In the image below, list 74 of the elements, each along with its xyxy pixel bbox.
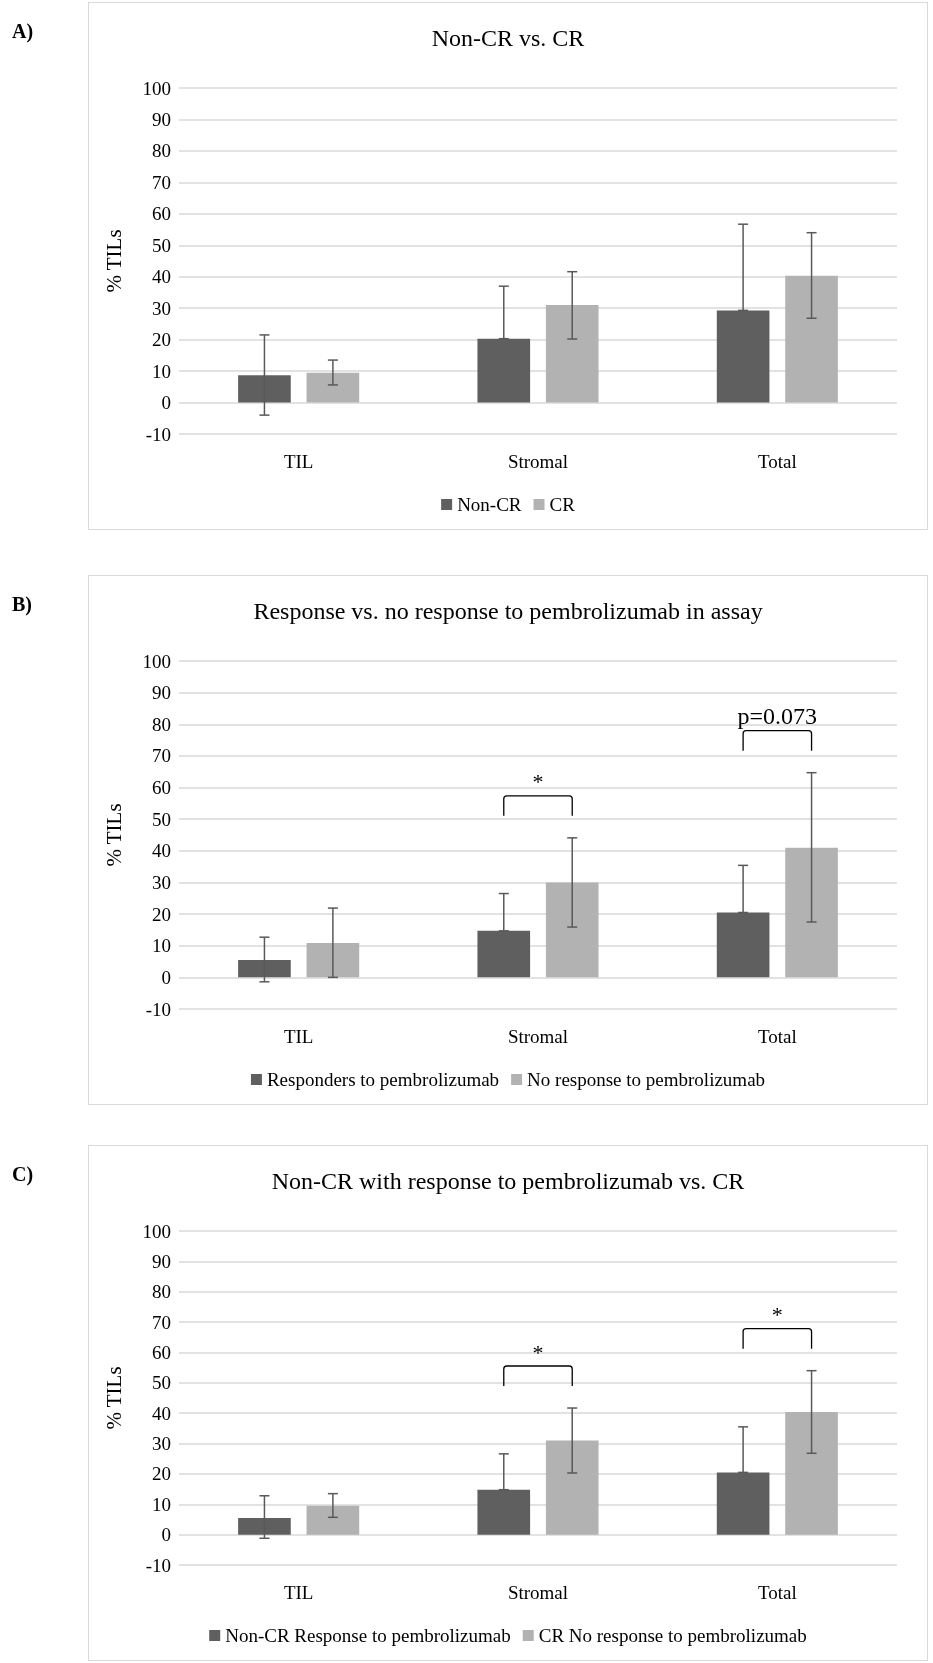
text: C) [12, 1163, 34, 1186]
bar [306, 372, 360, 403]
y-tick-label: 80 [152, 1281, 171, 1303]
x-tick-label: TIL [283, 1582, 314, 1603]
annotation: * [771, 1302, 783, 1328]
x-tick-label: Stromal [507, 451, 569, 472]
y-tick-label: 10 [152, 1493, 171, 1515]
x-tick-label: Total [757, 1582, 797, 1603]
y-tick-label: 60 [152, 203, 171, 225]
legend-label: No response to pembrolizumab [527, 1069, 766, 1090]
y-tick-label: 20 [152, 1463, 171, 1485]
x-tick-label: Total [757, 451, 797, 472]
x-tick-label: Stromal [507, 1582, 569, 1603]
y-tick-label: 50 [152, 1372, 171, 1394]
y-tick-label: 10 [152, 360, 171, 382]
x-tick-label: Stromal [507, 1026, 569, 1047]
y-axis-title: % TILs [101, 229, 126, 293]
bar [306, 942, 360, 978]
bar [785, 847, 838, 978]
bar [545, 305, 599, 403]
y-tick-label: -10 [145, 998, 171, 1020]
legend-label: CR [549, 494, 576, 515]
x-tick-label: Total [757, 1026, 797, 1047]
chart-title: Non-CR with response to pembrolizumab vs. CR [271, 1168, 745, 1194]
y-tick-label: 70 [152, 1311, 171, 1333]
y-tick-label: 60 [152, 777, 171, 799]
y-tick-label: 70 [152, 171, 171, 193]
y-tick-label: 30 [152, 297, 171, 319]
x-tick-label: TIL [283, 451, 314, 472]
y-tick-label: 90 [152, 682, 171, 704]
y-tick-label: 30 [152, 871, 171, 893]
legend-label: Non-CR [457, 494, 522, 515]
y-tick-label: 10 [152, 935, 171, 957]
y-tick-label: 100 [142, 77, 171, 99]
y-tick-label: 40 [152, 840, 171, 862]
y-tick-label: 40 [152, 266, 171, 288]
bar [477, 930, 531, 978]
bar [785, 275, 838, 403]
y-tick-label: 100 [142, 1220, 171, 1242]
bar [306, 1505, 360, 1535]
chart-title: Response vs. no response to pembrolizumab in assay [253, 598, 763, 624]
legend-label: Non-CR Response to pembrolizumab [225, 1625, 511, 1646]
y-tick-label: 100 [142, 650, 171, 672]
chart-title: Non-CR vs. CR [431, 25, 585, 51]
y-tick-label: 0 [161, 1524, 171, 1546]
y-tick-label: 50 [152, 808, 171, 830]
bar [785, 1411, 838, 1535]
y-tick-label: 80 [152, 140, 171, 162]
y-tick-label: -10 [145, 1554, 171, 1576]
bar [545, 1440, 599, 1535]
bar [545, 882, 599, 978]
y-tick-label: 0 [161, 966, 171, 988]
y-tick-label: 20 [152, 903, 171, 925]
text: B) [12, 593, 32, 616]
y-tick-label: 80 [152, 713, 171, 735]
y-tick-label: 90 [152, 1250, 171, 1272]
y-tick-label: 40 [152, 1402, 171, 1424]
x-tick-label: TIL [283, 1026, 314, 1047]
y-tick-label: -10 [145, 423, 171, 445]
annotation: p=0.073 [737, 702, 818, 729]
annotation: * [532, 1339, 544, 1365]
y-tick-label: 20 [152, 329, 171, 351]
y-tick-label: 70 [152, 745, 171, 767]
y-axis-title: % TILs [101, 1366, 126, 1430]
y-tick-label: 30 [152, 1433, 171, 1455]
text: A) [12, 20, 34, 43]
y-axis-title: % TILs [101, 803, 126, 867]
y-tick-label: 50 [152, 234, 171, 256]
y-tick-label: 60 [152, 1341, 171, 1363]
y-tick-label: 90 [152, 108, 171, 130]
annotation: * [532, 769, 544, 795]
legend-label: CR No response to pembrolizumab [538, 1625, 807, 1646]
y-tick-label: 0 [161, 392, 171, 414]
legend-label: Responders to pembrolizumab [266, 1069, 500, 1090]
